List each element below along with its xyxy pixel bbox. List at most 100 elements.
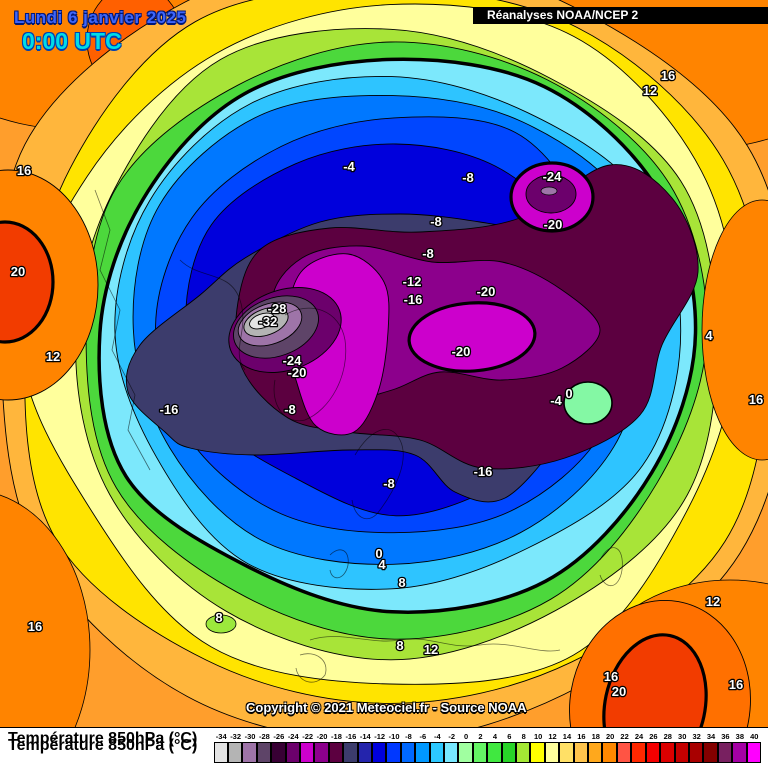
- scale-step: 20: [602, 731, 617, 763]
- scale-step: -28: [256, 731, 272, 763]
- scale-step: -6: [415, 731, 430, 763]
- hot-cell-southeast: [602, 633, 708, 727]
- scale-step: 30: [674, 731, 689, 763]
- temp-label: -16: [474, 464, 493, 479]
- orange-band: [0, 494, 91, 727]
- scale-step: -32: [227, 731, 243, 763]
- temp-label: 16: [28, 619, 42, 634]
- temp-label: 20: [11, 264, 25, 279]
- scale-step: 40: [746, 731, 761, 763]
- legend-title-shadow-copy: Température 850hPa (°C): [8, 737, 198, 754]
- time-label: 0:00 UTC: [22, 28, 122, 54]
- coastline: [94, 189, 151, 471]
- scale-step: 2: [472, 731, 488, 763]
- legend-footer: Température 850hPa (°C) Température 850h…: [0, 727, 768, 768]
- temp-label: -20: [288, 365, 307, 380]
- scale-step: -20: [314, 731, 329, 763]
- scale-step: -34: [213, 731, 228, 763]
- temp-label: 16: [661, 68, 675, 83]
- cold-core-speck: [540, 186, 558, 196]
- scale-step: 22: [616, 731, 632, 763]
- temp-label: 8: [396, 638, 403, 653]
- scale-step: 4: [487, 731, 502, 763]
- scale-step: -30: [242, 731, 257, 763]
- cold-core-min: [249, 312, 275, 330]
- temp-label: -24: [283, 353, 303, 368]
- coastline: [351, 429, 404, 520]
- source-banner: Réanalyses NOAA/NCEP 2: [473, 7, 768, 24]
- scale-step: 6: [501, 731, 517, 763]
- coastline: [295, 653, 327, 683]
- scale-step: -4: [429, 731, 444, 763]
- temp-label: -20: [477, 284, 496, 299]
- scale-step: -14: [357, 731, 372, 763]
- scale-step: 32: [688, 731, 704, 763]
- hot-cell-west: [0, 220, 55, 344]
- scale-step: -24: [285, 731, 300, 763]
- scale-step: 12: [544, 731, 560, 763]
- scale-step: -8: [400, 731, 416, 763]
- scale-step: 34: [703, 731, 718, 763]
- temp-label: 0: [375, 546, 382, 561]
- temp-label: -16: [404, 292, 423, 307]
- scale-step: 36: [717, 731, 733, 763]
- temp-label: 4: [378, 557, 386, 572]
- coastline: [273, 307, 347, 422]
- scale-step: 0: [458, 731, 473, 763]
- scale-step: 24: [631, 731, 646, 763]
- scale-step: -22: [299, 731, 315, 763]
- temp-label: 12: [706, 594, 720, 609]
- temp-label: 4: [705, 328, 713, 343]
- temp-label: 12: [643, 83, 657, 98]
- mild-pocket: [205, 614, 237, 634]
- coastline: [599, 547, 623, 587]
- cold-core-magenta: [407, 301, 537, 373]
- color-scale: -34 -32 -30 -28 -26 -24 -22 -20 -18 -16 -14 -12 -10-…: [213, 731, 761, 763]
- temp-label: -8: [284, 402, 296, 417]
- temp-label: 16: [17, 163, 31, 178]
- temp-label: -12: [403, 274, 422, 289]
- copyright-notice: Copyright © 2021 Meteociel.fr - Source N…: [246, 700, 527, 715]
- scale-step: -16: [343, 731, 358, 763]
- temp-label: -24: [543, 169, 563, 184]
- coastline: [179, 259, 246, 371]
- scale-step: -26: [271, 731, 286, 763]
- coastline: [329, 549, 349, 579]
- temp-label: -20: [452, 344, 471, 359]
- temp-label: -8: [430, 214, 442, 229]
- temp-label: -8: [383, 476, 395, 491]
- scale-step: 38: [732, 731, 747, 763]
- temp-label: -8: [462, 170, 474, 185]
- scale-step: -12: [371, 731, 387, 763]
- temp-label: 0: [565, 386, 572, 401]
- scale-step: 26: [645, 731, 661, 763]
- temp-label: -16: [160, 402, 179, 417]
- temp-label: -4: [550, 393, 562, 408]
- mild-pocket: [563, 381, 613, 425]
- temp-label: 8: [215, 610, 222, 625]
- date-label: Lundi 6 janvier 2025: [14, 8, 187, 27]
- scale-step: -2: [444, 731, 459, 763]
- temp-label: -32: [259, 314, 278, 329]
- orange-band: [701, 199, 768, 461]
- scale-step: 14: [559, 731, 574, 763]
- map-area: 16 20 12 16 8 -16 -8 -28 -32 -24 -20 -4 -8 -8 -8 -12 -16…: [0, 0, 768, 727]
- legend-title: Température 850hPa (°C): [8, 730, 198, 747]
- temp-label: 16: [749, 392, 763, 407]
- scale-step: -10: [386, 731, 401, 763]
- scale-step: 10: [530, 731, 545, 763]
- coastline: [309, 636, 561, 652]
- scale-step: 18: [588, 731, 603, 763]
- scale-step: 8: [516, 731, 531, 763]
- temp-label: 8: [398, 575, 405, 590]
- temp-label: -28: [268, 301, 287, 316]
- scale-step: -18: [328, 731, 344, 763]
- temp-label: -8: [422, 246, 434, 261]
- temp-label: 20: [612, 684, 626, 699]
- scale-step: 16: [573, 731, 589, 763]
- scale-step: 28: [660, 731, 675, 763]
- temp-label: -4: [343, 159, 355, 174]
- temp-label: 16: [729, 677, 743, 692]
